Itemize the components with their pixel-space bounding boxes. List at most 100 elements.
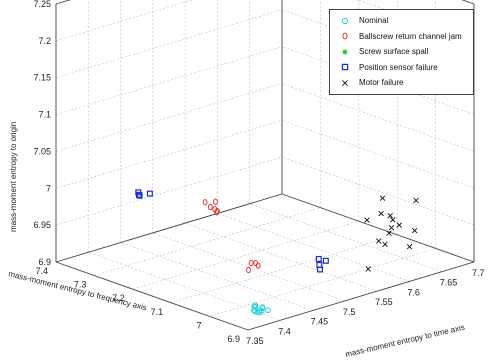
floor-grid-line	[88, 252, 281, 321]
data-point	[316, 266, 323, 273]
legend-entry: Position sensor failure	[334, 60, 469, 76]
data-point	[411, 227, 418, 234]
data-point	[202, 199, 208, 206]
back-wall-grid-line	[55, 9, 283, 79]
data-point	[387, 212, 393, 219]
axes-frame	[55, 0, 475, 331]
legend-marker-icon	[334, 15, 356, 27]
side-wall-grid-line	[461, 0, 475, 5]
data-point	[251, 307, 257, 314]
floor-grid-line	[185, 222, 378, 292]
legend-label: Screw surface spall	[359, 47, 429, 57]
data-point	[386, 230, 392, 236]
y-tick-label: 7.45	[311, 317, 329, 327]
side-wall-grid-line	[281, 156, 475, 226]
floor-grid-line	[94, 207, 321, 276]
y-tick-label: 7.5	[343, 307, 356, 317]
y-tick-label: 7.7	[472, 268, 485, 278]
legend-marker	[342, 49, 348, 55]
data-point	[364, 217, 370, 223]
data-point	[322, 257, 329, 264]
legend-entry: Nominal	[334, 13, 469, 29]
data-point	[265, 307, 271, 314]
y-tick-label: 7.55	[375, 297, 393, 307]
x-tick-label: 7.3	[74, 280, 87, 290]
data-point	[378, 210, 384, 217]
data-point	[146, 190, 153, 197]
y-axis-label: mass-moment entropy to time axis	[344, 323, 465, 359]
series-3	[135, 189, 329, 273]
y-tick-label: 7.35	[246, 336, 264, 346]
x-tick-label: 7.4	[35, 266, 48, 276]
floor-grid-line	[120, 242, 313, 311]
legend-label: Position sensor failure	[359, 62, 438, 72]
data-point	[135, 189, 142, 196]
legend-label: Nominal	[359, 16, 389, 26]
data-point	[259, 304, 266, 311]
data-point	[388, 224, 395, 231]
floor-grid-line	[249, 203, 442, 272]
y-axis-line	[247, 261, 475, 331]
legend-label: Motor failure	[359, 78, 404, 88]
legend-entry: Motor failure	[334, 75, 469, 91]
data-point	[212, 205, 218, 213]
z-axis-label: mass-moment entropy to origin	[9, 122, 18, 232]
data-point	[315, 255, 322, 262]
data-point	[252, 302, 259, 309]
data-point	[246, 266, 251, 274]
z-tick-label: 6.9	[38, 257, 51, 267]
y-tick-label: 7.6	[407, 287, 420, 297]
data-point	[136, 192, 143, 199]
data-point	[382, 241, 388, 248]
data-point	[375, 238, 382, 244]
back-wall-grid-line	[55, 46, 283, 115]
frame-edge	[55, 193, 283, 263]
floor-grid-line	[217, 213, 410, 282]
x-tick-label: 7	[197, 320, 202, 330]
tick-labels: 6.9 7 7.1 7.2 7.3 7.4 7.35 7.4 7.45 7.5 7.55 7.6 7.6…	[33, 0, 484, 346]
y-tick-label: 7.65	[440, 278, 458, 288]
frame-edge	[461, 0, 475, 5]
floor-grid-line	[209, 248, 436, 317]
legend: Nominal Ballscrew return channel jam Screw…	[329, 9, 474, 95]
z-tick-label: 7	[46, 183, 51, 193]
y-tick-label: 7.4	[278, 326, 291, 336]
data-point	[256, 309, 263, 316]
z-tick-label: 7.15	[33, 73, 51, 83]
x-tick-label: 7.2	[112, 293, 125, 303]
floor-grid-line	[171, 234, 398, 304]
x-axis-label: mass-moment entropy to frequency axis	[8, 269, 148, 312]
x-tick-label: 7.1	[151, 307, 164, 317]
legend-entry: Screw surface spall	[334, 44, 469, 60]
back-wall-grid-line	[55, 119, 283, 189]
z-tick-label: 6.95	[33, 220, 51, 230]
x-tick-label: 6.9	[227, 334, 240, 344]
legend-marker	[342, 79, 348, 86]
frame-edge	[55, 0, 71, 5]
back-wall-grid-line	[55, 83, 283, 152]
z-tick-label: 7.2	[38, 36, 51, 46]
z-tick-label: 7.1	[38, 110, 51, 120]
data-point	[406, 243, 413, 250]
series-1	[202, 198, 261, 274]
data-point	[379, 195, 386, 201]
series-4	[364, 195, 419, 272]
legend-marker	[342, 32, 348, 40]
floor-grid-line	[132, 220, 359, 290]
data-point	[207, 203, 213, 211]
legend-marker-icon	[334, 77, 356, 89]
side-wall-grid-line	[281, 120, 475, 189]
x-axis-line	[55, 261, 249, 331]
legend-marker-icon	[334, 61, 356, 73]
floor-grid-line	[152, 232, 345, 302]
legend-marker	[341, 64, 349, 71]
data-point	[390, 217, 396, 223]
legend-label: Ballscrew return channel jam	[359, 31, 462, 41]
data-point	[213, 198, 218, 205]
back-wall-grid-line	[55, 0, 71, 5]
data-point	[396, 222, 403, 228]
side-wall-grid-line	[281, 83, 475, 152]
data-point	[248, 259, 254, 267]
data-point	[413, 197, 419, 204]
